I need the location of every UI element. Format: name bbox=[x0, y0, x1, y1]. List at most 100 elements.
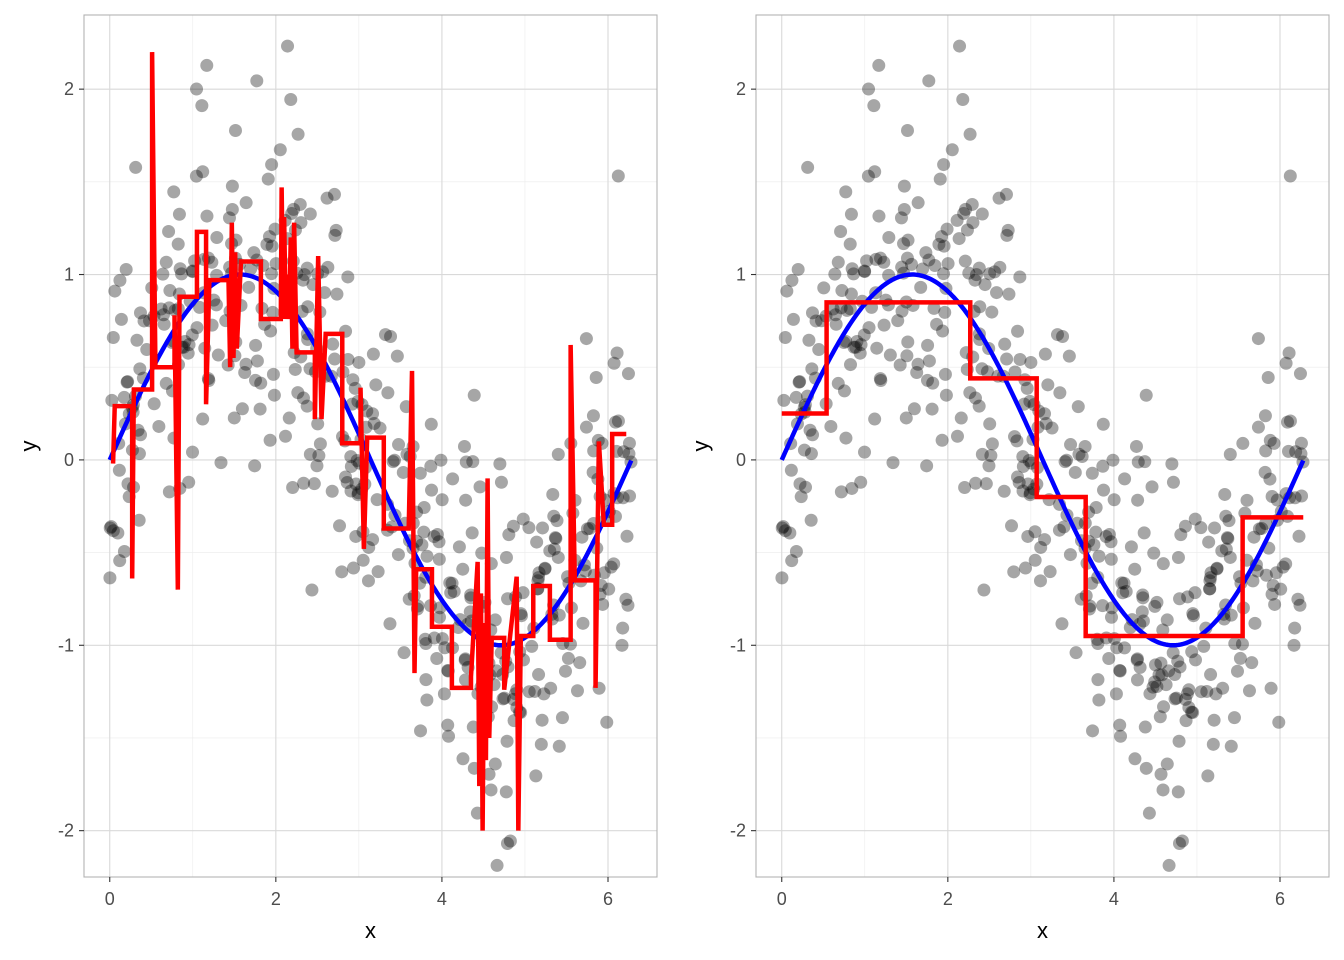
scatter-point bbox=[1178, 519, 1192, 533]
scatter-point bbox=[103, 571, 117, 585]
scatter-point bbox=[108, 284, 122, 298]
scatter-point bbox=[162, 224, 176, 238]
x-tick-label: 6 bbox=[603, 889, 613, 909]
scatter-point bbox=[1114, 729, 1128, 743]
scatter-point bbox=[952, 232, 966, 246]
scatter-point bbox=[941, 257, 955, 271]
scatter-point bbox=[891, 314, 905, 328]
scatter-point bbox=[328, 352, 342, 366]
scatter-point bbox=[1182, 683, 1196, 697]
scatter-point bbox=[104, 520, 118, 534]
scatter-point bbox=[1259, 516, 1273, 530]
scatter-point bbox=[803, 423, 817, 437]
scatter-point bbox=[349, 477, 363, 491]
scatter-point bbox=[444, 586, 458, 600]
scatter-point bbox=[162, 485, 176, 499]
scatter-point bbox=[982, 459, 996, 473]
scatter-point bbox=[972, 399, 986, 413]
scatter-point bbox=[195, 99, 209, 113]
scatter-point bbox=[1133, 660, 1147, 674]
panel-border bbox=[755, 14, 1330, 878]
scatter-point bbox=[1091, 673, 1105, 687]
scatter-point bbox=[344, 484, 358, 498]
left-panel: 0 2 4 6 -2 -1 0 1 2 x y bbox=[16, 14, 658, 943]
x-axis-title: x bbox=[365, 918, 376, 943]
scatter-point bbox=[975, 362, 989, 376]
scatter-point bbox=[537, 687, 551, 701]
scatter-point bbox=[1135, 605, 1149, 619]
scatter-point bbox=[901, 335, 915, 349]
x-tick-label: 4 bbox=[1109, 889, 1119, 909]
scatter-point bbox=[346, 373, 360, 387]
scatter-point bbox=[860, 254, 874, 268]
scatter-point bbox=[1109, 687, 1123, 701]
scatter-point bbox=[133, 306, 147, 320]
scatter-point bbox=[247, 246, 261, 260]
scatter-point bbox=[1291, 592, 1305, 606]
scatter-point bbox=[528, 684, 542, 698]
scatter-point bbox=[1113, 663, 1127, 677]
scatter-point bbox=[499, 785, 513, 799]
scatter-point bbox=[616, 491, 630, 505]
scatter-point bbox=[159, 376, 173, 390]
scatter-point bbox=[264, 324, 278, 338]
y-tick-label: -1 bbox=[58, 635, 74, 655]
scatter-point bbox=[265, 158, 279, 172]
scatter-point bbox=[1281, 415, 1295, 429]
scatter-point bbox=[1156, 783, 1170, 797]
y-axis-title: y bbox=[16, 441, 41, 452]
scatter-point bbox=[282, 411, 296, 425]
scatter-point bbox=[965, 197, 979, 211]
scatter-point bbox=[1154, 656, 1168, 670]
scatter-point bbox=[467, 388, 481, 402]
scatter-point bbox=[396, 465, 410, 479]
scatter-point bbox=[1222, 514, 1236, 528]
scatter-point bbox=[778, 330, 792, 344]
axes: 0 2 4 6 -2 -1 0 1 2 x y bbox=[16, 79, 613, 943]
scatter-point bbox=[1097, 483, 1111, 497]
scatter-point bbox=[847, 267, 861, 281]
scatter-point bbox=[1052, 523, 1066, 537]
scatter-point bbox=[434, 453, 448, 467]
scatter-point bbox=[926, 376, 940, 390]
scatter-point bbox=[267, 388, 281, 402]
scatter-point bbox=[105, 393, 119, 407]
scatter-point bbox=[435, 493, 449, 507]
scatter-point bbox=[1246, 574, 1260, 588]
scatter-point bbox=[225, 202, 239, 216]
scatter-point bbox=[419, 637, 433, 651]
scatter-point bbox=[786, 312, 800, 326]
scatter-point bbox=[373, 421, 387, 435]
scatter-point bbox=[235, 402, 249, 416]
scatter-point bbox=[793, 477, 807, 491]
scatter-point bbox=[371, 565, 385, 579]
scatter-point bbox=[1219, 509, 1233, 523]
scatter-point bbox=[1245, 656, 1259, 670]
scatter-point bbox=[1087, 538, 1101, 552]
scatter-point bbox=[1062, 349, 1076, 363]
scatter-point bbox=[1130, 653, 1144, 667]
scatter-point bbox=[1173, 660, 1187, 674]
scatter-point bbox=[570, 684, 584, 698]
y-tick-label: 0 bbox=[64, 450, 74, 470]
scatter-point bbox=[550, 514, 564, 528]
scatter-point bbox=[265, 267, 279, 281]
scatter-point bbox=[907, 402, 921, 416]
scatter-point bbox=[801, 160, 815, 174]
scatter-point bbox=[911, 196, 925, 210]
scatter-point bbox=[1055, 617, 1069, 631]
scatter-point bbox=[295, 304, 309, 318]
scatter-point bbox=[804, 447, 818, 461]
scatter-point bbox=[1116, 586, 1130, 600]
scatter-point bbox=[794, 490, 808, 504]
scatter-point bbox=[985, 305, 999, 319]
scatter-point bbox=[113, 273, 127, 287]
scatter-point bbox=[175, 267, 189, 281]
scatter-point bbox=[200, 209, 214, 223]
scatter-point bbox=[1039, 417, 1053, 431]
scatter-point bbox=[538, 562, 552, 576]
scatter-point bbox=[602, 582, 616, 596]
scatter-point bbox=[1096, 459, 1110, 473]
scatter-point bbox=[877, 318, 891, 332]
scatter-point bbox=[117, 545, 131, 559]
